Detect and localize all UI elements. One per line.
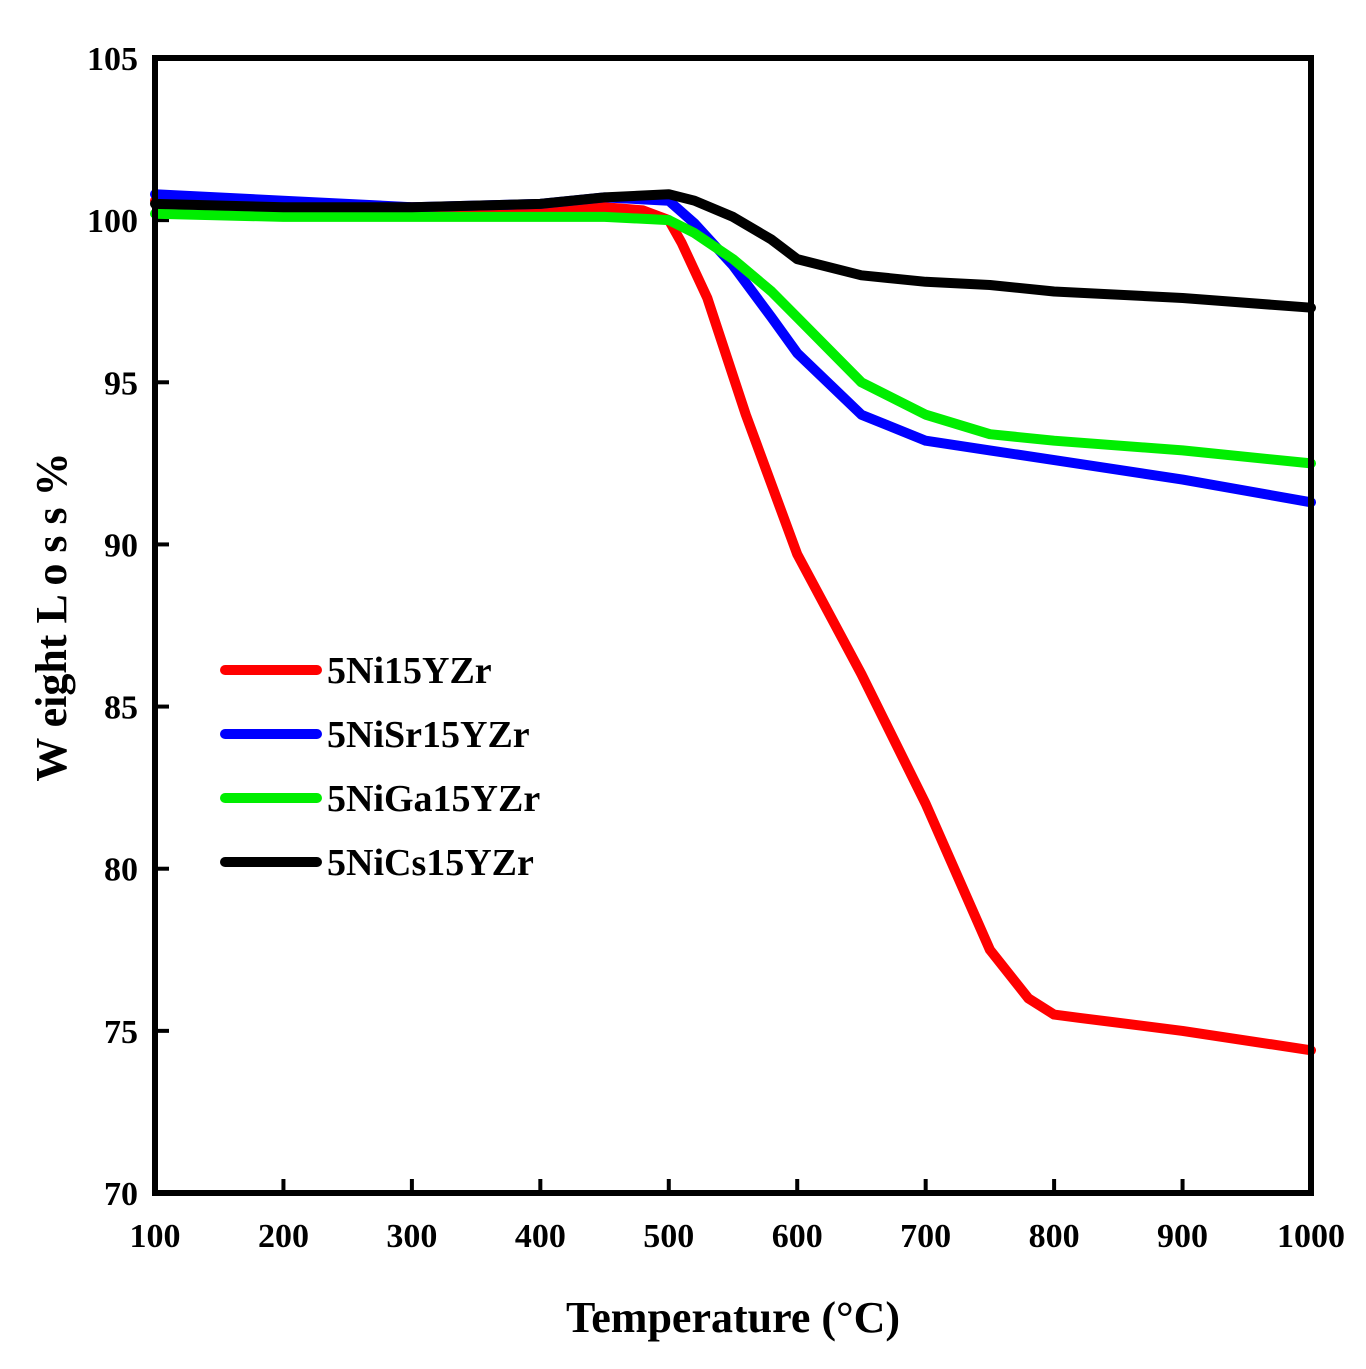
legend-label: 5Ni15YZr — [327, 650, 492, 692]
x-tick-label: 400 — [515, 1218, 566, 1255]
y-tick-label: 80 — [104, 852, 138, 889]
x-tick-label: 500 — [643, 1218, 694, 1255]
x-tick-label: 300 — [386, 1218, 437, 1255]
x-tick-label: 600 — [772, 1218, 823, 1255]
x-tick-label: 900 — [1157, 1218, 1208, 1255]
series-line-5NiSr15YZr — [150, 189, 1316, 508]
x-tick-label: 700 — [900, 1218, 951, 1255]
series-line-5NiGa15YZr — [150, 208, 1316, 469]
y-axis-title: W eight L o s s % — [27, 452, 76, 781]
x-tick-label: 100 — [130, 1218, 181, 1255]
legend-label: 5NiGa15YZr — [327, 778, 540, 820]
plot-area-frame — [152, 55, 1314, 1196]
series-line-5NiCs15YZr — [150, 189, 1316, 313]
y-tick-label: 75 — [104, 1014, 138, 1051]
ticks-layer: 100 200 300 400 500 600 700 800 900 1000 70 75 80 85 9… — [87, 41, 1345, 1255]
x-tick-label: 200 — [258, 1218, 309, 1255]
y-tick-label: 95 — [104, 365, 138, 402]
y-tick-label: 105 — [87, 41, 138, 78]
series-line-5Ni15YZr — [150, 195, 1316, 1056]
y-tick-label: 100 — [87, 203, 138, 240]
y-tick-label: 90 — [104, 527, 138, 564]
legend-label: 5NiSr15YZr — [327, 714, 530, 756]
series-layer — [150, 189, 1316, 1056]
x-axis-title: Temperature (°C) — [566, 1293, 900, 1342]
x-tick-label: 1000 — [1277, 1218, 1345, 1255]
y-tick-label: 85 — [104, 690, 138, 727]
legend: 5Ni15YZr 5NiSr15YZr 5NiGa15YZr 5NiCs15YZr — [220, 650, 540, 884]
legend-label: 5NiCs15YZr — [327, 842, 534, 884]
y-tick-label: 70 — [104, 1176, 138, 1213]
x-tick-label: 800 — [1029, 1218, 1080, 1255]
